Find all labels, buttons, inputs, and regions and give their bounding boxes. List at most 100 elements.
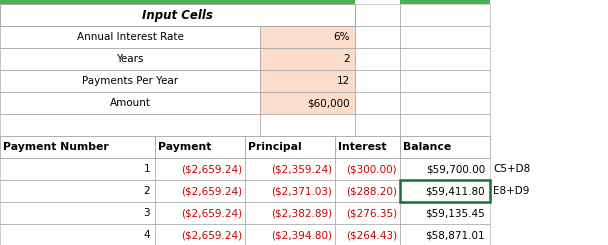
Bar [245,202,335,224]
Bar [0,202,155,224]
Bar [0,224,155,245]
Bar [355,114,400,136]
Bar [155,136,245,158]
Bar [490,92,560,114]
Text: Input Cells: Input Cells [142,9,213,22]
Text: Interest: Interest [338,142,387,152]
Bar [490,136,560,158]
Bar [0,224,155,245]
Bar [260,114,355,136]
Bar [490,4,560,26]
Bar [400,224,490,245]
Bar [400,26,490,48]
Bar [155,224,245,245]
Bar [335,224,400,245]
Bar [155,158,245,180]
Text: Balance: Balance [403,142,451,152]
Text: ($288.20): ($288.20) [346,186,397,196]
Bar [355,26,400,48]
Text: ($2,371.03): ($2,371.03) [271,186,332,196]
Text: ($2,659.24): ($2,659.24) [181,208,242,218]
Bar [400,26,490,48]
Text: $59,411.80: $59,411.80 [426,186,485,196]
Text: $59,135.45: $59,135.45 [425,208,485,218]
Bar [400,0,490,4]
Bar [335,202,400,224]
Bar [260,26,355,48]
Bar [335,224,400,245]
Bar [0,70,260,92]
Bar [490,224,560,245]
Bar [400,92,490,114]
Bar [400,92,490,114]
Bar [155,180,245,202]
Bar [335,158,400,180]
Bar [0,92,260,114]
Bar [245,158,335,180]
Bar [155,180,245,202]
Text: 2: 2 [344,54,350,64]
Bar [400,70,490,92]
Bar [0,158,155,180]
Bar [0,180,155,202]
Bar [0,4,355,26]
Text: 4: 4 [143,230,150,240]
Bar [155,202,245,224]
Bar [260,70,355,92]
Bar [355,4,400,26]
Bar [355,114,400,136]
Text: Payments Per Year: Payments Per Year [82,76,178,86]
Bar [260,92,355,114]
Bar [400,70,490,92]
Bar [0,70,260,92]
Bar [245,180,335,202]
Bar [400,158,490,180]
Bar [0,26,260,48]
Bar [245,180,335,202]
Text: C5+D8: C5+D8 [493,164,530,174]
Text: $59,700.00: $59,700.00 [426,164,485,174]
Text: ($2,359.24): ($2,359.24) [271,164,332,174]
Bar [245,136,335,158]
Bar [0,114,260,136]
Bar [0,4,355,26]
Bar [490,70,560,92]
Bar [400,136,490,158]
Text: ($2,659.24): ($2,659.24) [181,230,242,240]
Text: 3: 3 [143,208,150,218]
Bar [260,48,355,70]
Text: ($2,659.24): ($2,659.24) [181,164,242,174]
Bar [260,48,355,70]
Text: Amount: Amount [109,98,151,108]
Bar [490,114,560,136]
Bar [260,26,355,48]
Bar [335,180,400,202]
Text: ($2,659.24): ($2,659.24) [181,186,242,196]
Bar [400,180,490,202]
Bar [155,224,245,245]
Bar [155,158,245,180]
Bar [400,114,490,136]
Bar [260,92,355,114]
Bar [0,26,260,48]
Bar [400,136,490,158]
Text: $60,000: $60,000 [308,98,350,108]
Bar [155,136,245,158]
Text: 12: 12 [337,76,350,86]
Bar [155,202,245,224]
Text: ($264.43): ($264.43) [346,230,397,240]
Bar [335,136,400,158]
Bar [400,202,490,224]
Bar [335,158,400,180]
Text: ($2,394.80): ($2,394.80) [271,230,332,240]
Bar [490,26,560,48]
Bar [400,4,490,26]
Bar [490,48,560,70]
Bar [0,114,260,136]
Bar [0,0,355,4]
Bar [0,48,260,70]
Bar [245,158,335,180]
Bar [355,92,400,114]
Bar [0,48,260,70]
Bar [355,48,400,70]
